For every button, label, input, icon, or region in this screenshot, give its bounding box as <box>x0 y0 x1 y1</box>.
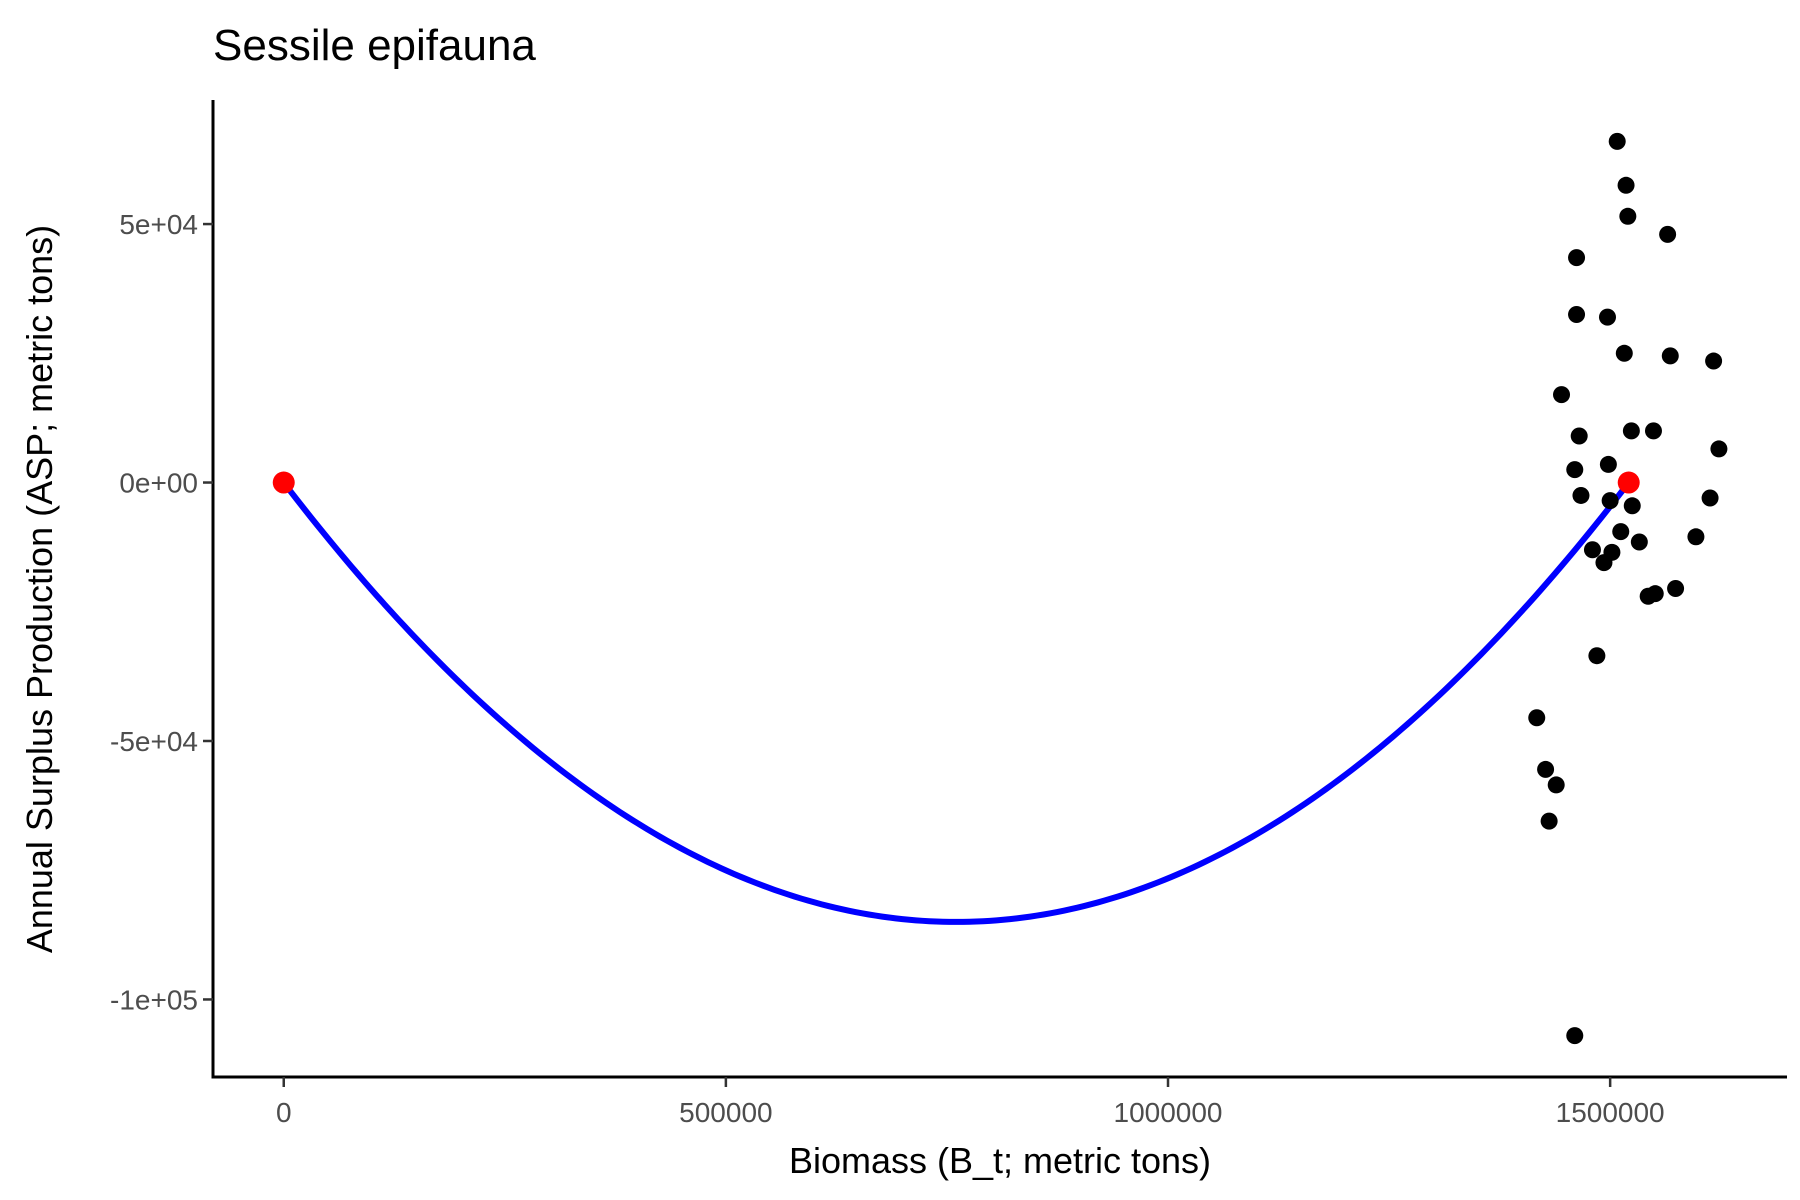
observation-point <box>1570 427 1588 445</box>
y-tick-label: -1e+05 <box>110 984 198 1015</box>
observation-point <box>1659 225 1677 243</box>
observation-point <box>1553 386 1571 404</box>
observation-point <box>1661 347 1679 365</box>
observation-point <box>1710 440 1728 458</box>
observation-point <box>1572 486 1590 504</box>
x-tick-label: 1000000 <box>1114 1097 1223 1128</box>
observation-point <box>1644 422 1662 440</box>
observation-point <box>1630 533 1648 551</box>
chart-title: Sessile epifauna <box>213 21 536 70</box>
y-tick-label: -5e+04 <box>110 726 198 757</box>
axis-ticks: 0 500000 1000000 1500000 5e+04 0e+00 -5e+04 -1e… <box>110 209 1665 1128</box>
observation-point <box>1598 308 1616 326</box>
observation-point <box>1617 176 1635 194</box>
observation-point <box>1639 587 1657 605</box>
y-tick-label: 0e+00 <box>119 468 198 499</box>
x-tick-label: 500000 <box>679 1097 772 1128</box>
x-tick-label: 0 <box>276 1097 292 1128</box>
observation-point <box>1540 812 1558 830</box>
observation-point <box>1583 541 1601 559</box>
observation-point <box>1599 455 1617 473</box>
observation-point <box>1608 132 1626 150</box>
observation-point <box>1601 492 1619 510</box>
x-tick-label: 1500000 <box>1556 1097 1665 1128</box>
fitted-curve <box>280 479 1632 925</box>
observation-point <box>1667 580 1685 597</box>
observation-point <box>1615 344 1633 362</box>
reference-point <box>272 471 295 494</box>
x-axis-title: Biomass (B_t; metric tons) <box>789 1140 1211 1181</box>
observation-point <box>1595 554 1613 572</box>
observation-point <box>1568 306 1586 324</box>
observation-point <box>1612 523 1630 541</box>
observation-point <box>1588 647 1606 665</box>
axes <box>211 100 1787 1079</box>
observation-point <box>1623 497 1641 515</box>
observation-point <box>1566 461 1584 479</box>
y-tick-label: 5e+04 <box>119 209 198 240</box>
observation-point <box>1705 352 1723 370</box>
observation-point <box>1566 1027 1584 1045</box>
observation-point <box>1528 709 1546 727</box>
reference-point <box>1617 471 1640 494</box>
observation-point <box>1619 207 1637 225</box>
plot-area <box>272 132 1728 1045</box>
observation-point <box>1568 249 1586 267</box>
observation-point <box>1547 776 1565 794</box>
observation-point <box>1537 760 1555 778</box>
observation-point <box>1701 489 1719 507</box>
y-axis-title: Annual Surplus Production (ASP; metric t… <box>19 225 60 953</box>
observation-point <box>1622 422 1640 440</box>
observation-point <box>1687 528 1705 546</box>
